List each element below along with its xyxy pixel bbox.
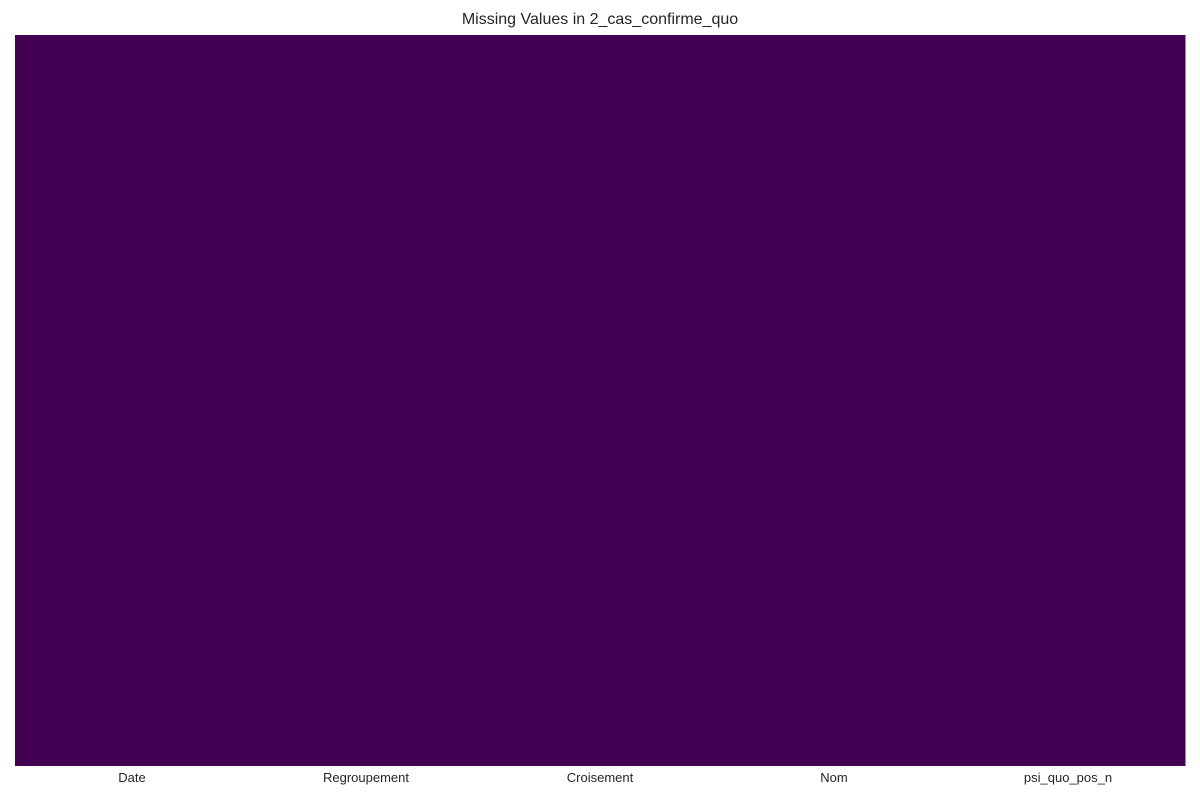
x-tick-labels: Date Regroupement Croisement Nom psi_quo_pos… [118, 770, 1112, 785]
heatmap-cells [15, 35, 1186, 766]
heatmap-column-croisement [483, 35, 718, 766]
chart-title: Missing Values in 2_cas_confirme_quo [461, 11, 739, 28]
x-tick-label: Date [118, 770, 145, 785]
heatmap-column-nom [717, 35, 952, 766]
heatmap-column-psi-quo-pos-n [951, 35, 1186, 766]
x-tick-label: Nom [820, 770, 847, 785]
x-tick-label: psi_quo_pos_n [1024, 770, 1112, 785]
x-tick-label: Croisement [567, 770, 634, 785]
heatmap-column-regroupement [249, 35, 484, 766]
x-tick-label: Regroupement [323, 770, 409, 785]
heatmap-column-date [15, 35, 250, 766]
